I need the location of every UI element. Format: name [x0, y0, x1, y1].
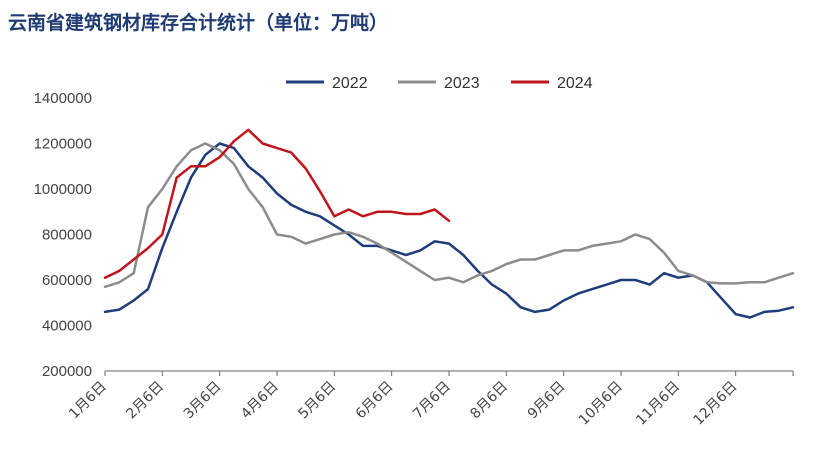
legend-label-2023: 2023: [444, 75, 480, 92]
y-tick-label: 1200000: [34, 136, 92, 153]
chart-title: 云南省建筑钢材库存合计统计（单位：万吨）: [8, 12, 389, 34]
y-tick-label: 800000: [42, 227, 92, 244]
x-tick-label: 4月6日: [238, 379, 282, 423]
x-tick-label: 7月6日: [410, 379, 454, 423]
x-tick-label: 8月6日: [467, 379, 511, 423]
legend-label-2022: 2022: [332, 75, 368, 92]
y-tick-label: 1000000: [34, 181, 92, 198]
x-tick-label: 1月6日: [66, 379, 110, 423]
series-group: [103, 128, 795, 319]
legend: 2022 2023 2024: [286, 75, 593, 92]
x-tick-label: 3月6日: [181, 379, 225, 423]
x-tick-label: 6月6日: [353, 379, 397, 423]
y-tick-label: 400000: [42, 318, 92, 335]
x-tick-label: 11月6日: [633, 379, 683, 429]
x-axis: 1月6日 2月6日 3月6日 4月6日 5月6日 6月6日 7月6日 8月6日 9月6日 10月6…: [66, 370, 794, 429]
x-tick-label: 5月6日: [295, 379, 339, 423]
x-tick-label: 9月6日: [525, 379, 569, 423]
y-tick-label: 200000: [42, 363, 92, 380]
x-tick-label: 12月6日: [690, 379, 740, 429]
y-tick-label: 1400000: [34, 90, 92, 107]
series-line-2022: [103, 142, 795, 319]
x-tick-label: 2月6日: [123, 379, 167, 423]
series-line-2023: [103, 142, 795, 289]
x-tick-label: 10月6日: [576, 379, 626, 429]
legend-label-2024: 2024: [557, 75, 593, 92]
y-tick-label: 600000: [42, 272, 92, 289]
y-axis: 1400000 1200000 1000000 800000 600000 400000 2…: [34, 90, 92, 380]
series-line-2024: [103, 128, 451, 279]
